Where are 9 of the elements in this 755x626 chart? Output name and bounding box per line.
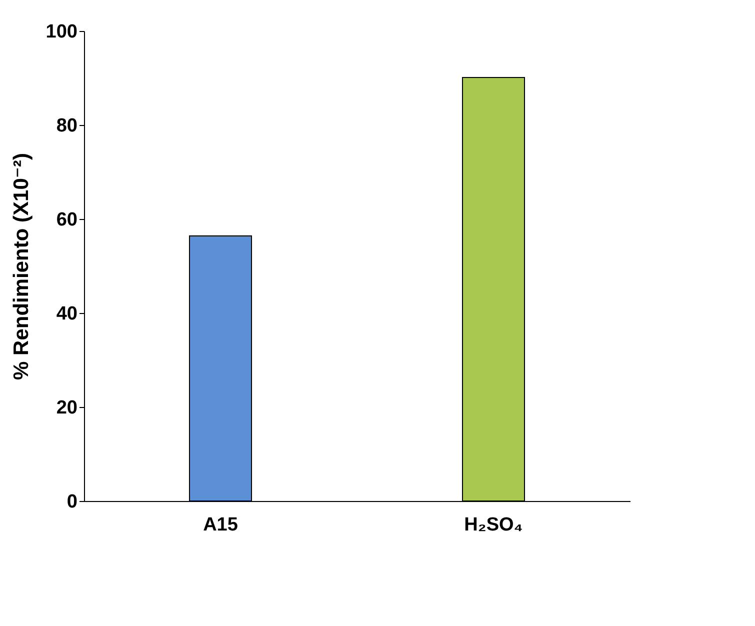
y-tick-label: 100 <box>46 22 78 42</box>
y-tick-label: 60 <box>56 210 78 230</box>
y-tick-label: 80 <box>56 116 78 136</box>
y-axis-title: % Rendimiento (X10⁻²) <box>10 153 33 380</box>
y-tick-label: 40 <box>56 304 78 324</box>
x-tick-label: A15 <box>203 514 238 536</box>
x-tick-label: H₂SO₄ <box>464 514 523 536</box>
y-tick-label: 0 <box>66 492 78 512</box>
y-tick-label: 20 <box>56 398 78 418</box>
